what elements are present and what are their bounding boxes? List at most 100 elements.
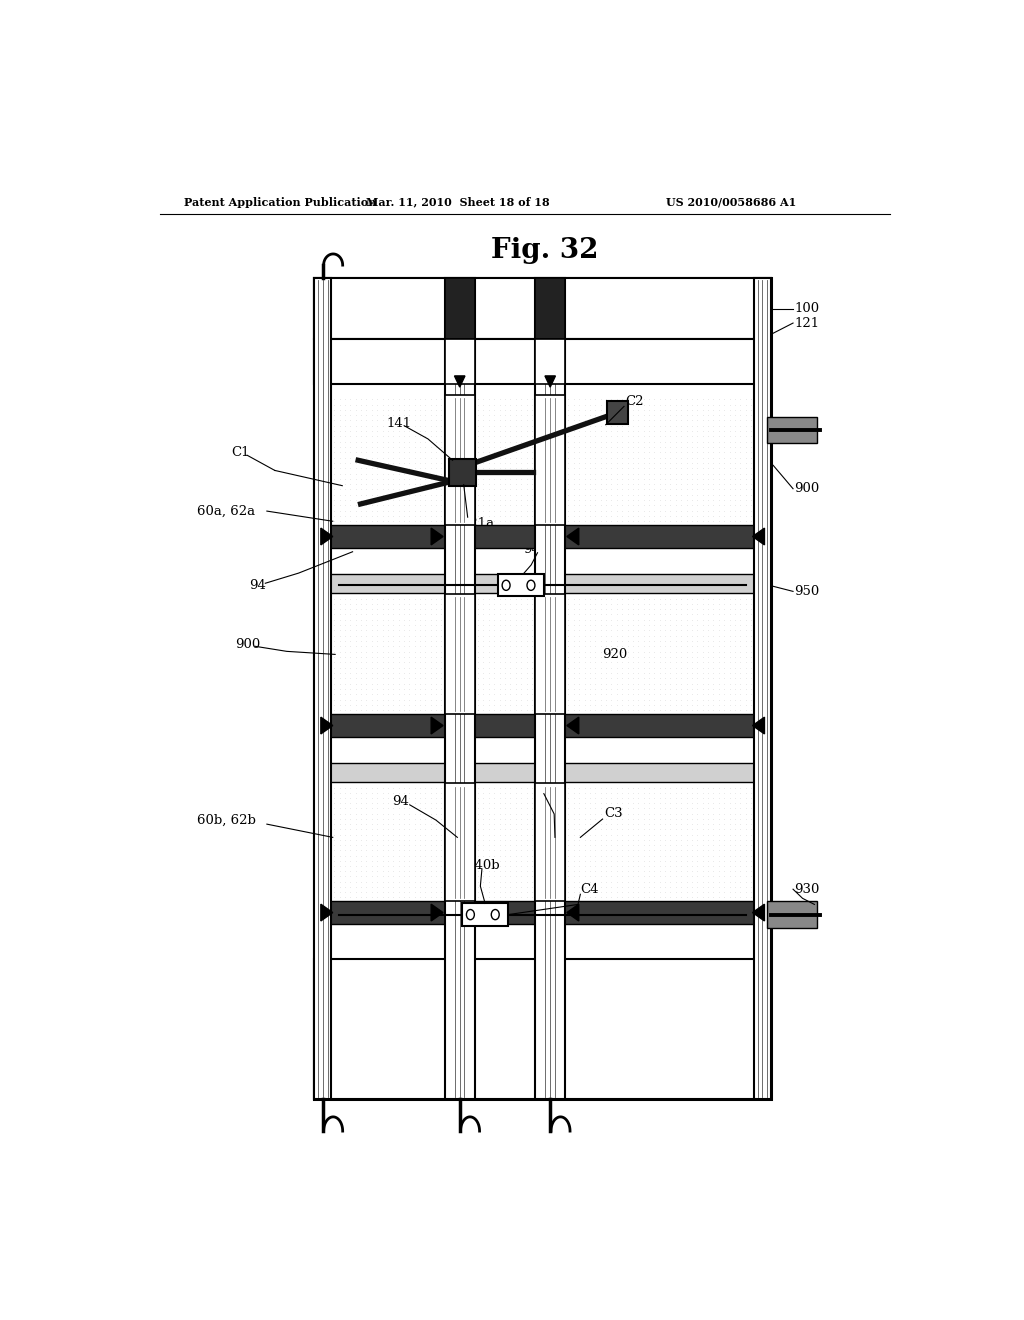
Point: [513, 808, 529, 829]
Point: [480, 813, 497, 834]
Point: [480, 657, 497, 678]
Point: [571, 277, 588, 298]
Point: [716, 490, 732, 511]
Point: [523, 647, 540, 668]
Point: [716, 876, 732, 898]
Point: [364, 447, 380, 469]
Point: [518, 400, 535, 421]
Point: [423, 400, 439, 421]
Point: [423, 309, 439, 330]
Point: [598, 788, 614, 809]
Point: [721, 818, 737, 840]
Point: [433, 298, 450, 319]
Point: [396, 309, 413, 330]
Point: [423, 272, 439, 293]
Point: [689, 511, 706, 532]
Bar: [314, 279, 331, 1098]
Point: [423, 282, 439, 304]
Point: [699, 304, 716, 325]
Point: [390, 803, 407, 824]
Point: [577, 834, 593, 855]
Point: [625, 783, 641, 804]
Point: [470, 421, 486, 442]
Point: [727, 479, 743, 500]
Point: [742, 272, 759, 293]
Text: Fig. 32: Fig. 32: [490, 238, 598, 264]
Point: [577, 642, 593, 663]
Point: [727, 605, 743, 626]
Point: [508, 453, 524, 474]
Point: [560, 834, 577, 855]
Point: [486, 845, 503, 866]
Point: [508, 694, 524, 715]
Point: [358, 288, 375, 309]
Point: [508, 304, 524, 325]
Point: [428, 598, 444, 619]
Point: [608, 855, 625, 876]
Point: [396, 793, 413, 814]
Point: [673, 598, 689, 619]
Point: [433, 405, 450, 426]
Point: [721, 447, 737, 469]
Point: [347, 309, 364, 330]
Point: [694, 818, 711, 840]
Point: [486, 484, 503, 506]
Point: [396, 272, 413, 293]
Point: [492, 605, 508, 626]
Point: [577, 636, 593, 657]
Point: [678, 626, 694, 647]
Point: [727, 447, 743, 469]
Point: [668, 887, 684, 908]
Point: [337, 803, 353, 824]
Point: [656, 605, 673, 626]
Point: [358, 610, 375, 631]
Circle shape: [492, 909, 500, 920]
Point: [656, 652, 673, 673]
Point: [560, 642, 577, 663]
Point: [571, 458, 588, 479]
Point: [641, 442, 657, 463]
Point: [716, 495, 732, 516]
Point: [412, 388, 428, 409]
Point: [732, 818, 749, 840]
Point: [412, 668, 428, 689]
Point: [417, 474, 433, 495]
Point: [694, 605, 711, 626]
Point: [684, 845, 700, 866]
Point: [390, 700, 407, 721]
Point: [433, 788, 450, 809]
Point: [678, 437, 694, 458]
Point: [492, 411, 508, 432]
Point: [593, 652, 609, 673]
Point: [656, 511, 673, 532]
Point: [689, 631, 706, 652]
Point: [742, 850, 759, 871]
Point: [656, 388, 673, 409]
Point: [678, 506, 694, 527]
Point: [332, 642, 348, 663]
Point: [480, 788, 497, 809]
Point: [433, 615, 450, 636]
Point: [646, 469, 663, 490]
Point: [523, 432, 540, 453]
Point: [523, 593, 540, 614]
Point: [678, 673, 694, 694]
Point: [603, 777, 620, 799]
Point: [565, 840, 582, 861]
Point: [380, 272, 396, 293]
Point: [630, 647, 646, 668]
Point: [353, 855, 370, 876]
Point: [663, 876, 679, 898]
Point: [625, 652, 641, 673]
Point: [326, 437, 342, 458]
Point: [699, 615, 716, 636]
Point: [716, 442, 732, 463]
Point: [475, 395, 492, 416]
Point: [651, 813, 668, 834]
Point: [475, 511, 492, 532]
Point: [407, 824, 423, 845]
Point: [646, 610, 663, 631]
Point: [385, 626, 401, 647]
Point: [620, 416, 636, 437]
Point: [380, 647, 396, 668]
